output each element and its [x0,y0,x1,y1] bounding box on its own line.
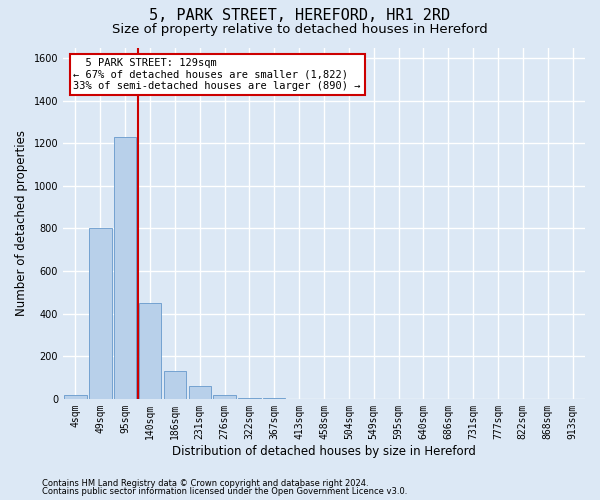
Bar [89,228,112,399]
Text: 5 PARK STREET: 129sqm  
← 67% of detached houses are smaller (1,822)
33% of semi: 5 PARK STREET: 129sqm ← 67% of detached … [73,58,361,91]
Bar [188,386,211,399]
Bar [139,303,161,399]
Y-axis label: Number of detached properties: Number of detached properties [15,130,28,316]
X-axis label: Distribution of detached houses by size in Hereford: Distribution of detached houses by size … [172,444,476,458]
Bar [214,394,236,399]
Text: Contains public sector information licensed under the Open Government Licence v3: Contains public sector information licen… [42,487,407,496]
Text: Contains HM Land Registry data © Crown copyright and database right 2024.: Contains HM Land Registry data © Crown c… [42,478,368,488]
Bar [164,371,186,399]
Bar [64,394,86,399]
Text: 5, PARK STREET, HEREFORD, HR1 2RD: 5, PARK STREET, HEREFORD, HR1 2RD [149,8,451,22]
Text: Size of property relative to detached houses in Hereford: Size of property relative to detached ho… [112,22,488,36]
Bar [114,137,136,399]
Bar [238,398,260,399]
